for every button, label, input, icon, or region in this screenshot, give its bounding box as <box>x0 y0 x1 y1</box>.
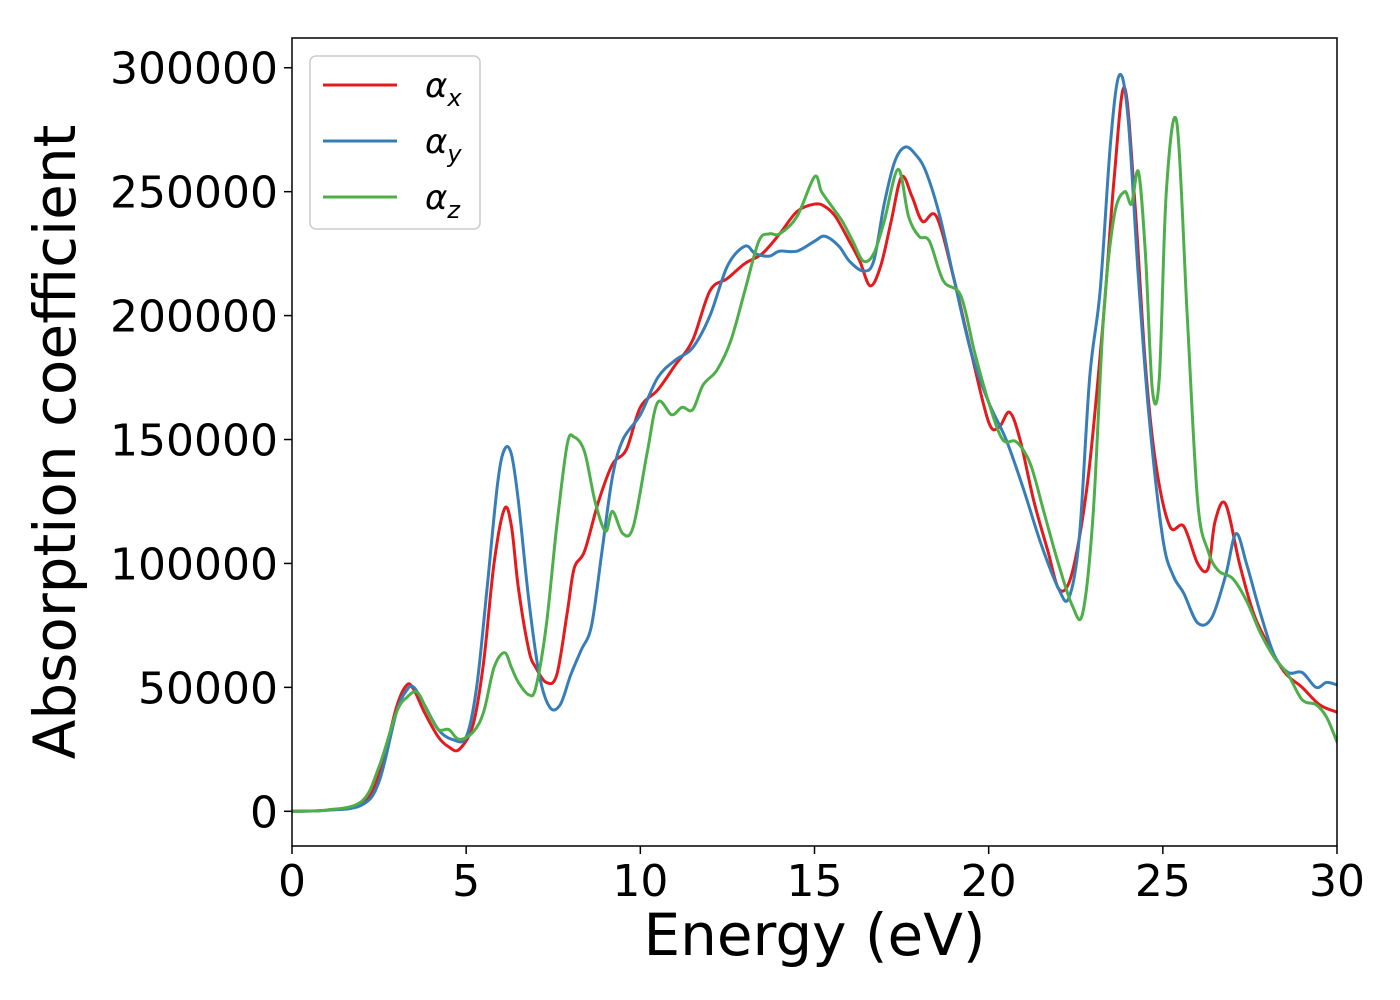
legend-label-subscript: y <box>446 140 462 168</box>
legend-label-z: αz <box>425 178 461 224</box>
x-tick-label: 20 <box>961 856 1017 907</box>
y-axis-ticks: 0 50000 100000 150000 200000 250000 300000 <box>110 44 292 838</box>
legend-label-base: α <box>425 66 447 106</box>
legend-label-y: αy <box>425 122 462 168</box>
x-tick-label: 5 <box>452 856 480 907</box>
legend-label-subscript: x <box>446 84 462 112</box>
y-axis-label: Absorption coefficient <box>21 125 89 760</box>
y-tick-label: 100000 <box>110 539 278 590</box>
series-line-z <box>292 115 1337 813</box>
x-axis-label: Energy (eV) <box>643 901 985 969</box>
y-tick-label: 50000 <box>138 663 278 714</box>
y-tick-label: 300000 <box>110 44 278 95</box>
y-tick-label: 150000 <box>110 416 278 467</box>
legend-label-subscript: z <box>446 196 461 224</box>
y-tick-label: 200000 <box>110 292 278 343</box>
x-tick-label: 10 <box>612 856 668 907</box>
legend-label-base: α <box>425 178 447 218</box>
legend-label-base: α <box>425 122 447 162</box>
series-layer <box>292 72 1337 813</box>
x-tick-label: 15 <box>787 856 843 907</box>
legend-label-x: αx <box>425 66 462 112</box>
x-tick-label: 0 <box>278 856 306 907</box>
x-tick-label: 30 <box>1309 856 1365 907</box>
y-tick-label: 250000 <box>110 168 278 219</box>
y-tick-label: 0 <box>250 787 278 838</box>
x-axis-ticks: 0 5 10 15 20 25 30 <box>278 846 1365 907</box>
series-line-y <box>292 72 1337 813</box>
x-tick-label: 25 <box>1135 856 1191 907</box>
